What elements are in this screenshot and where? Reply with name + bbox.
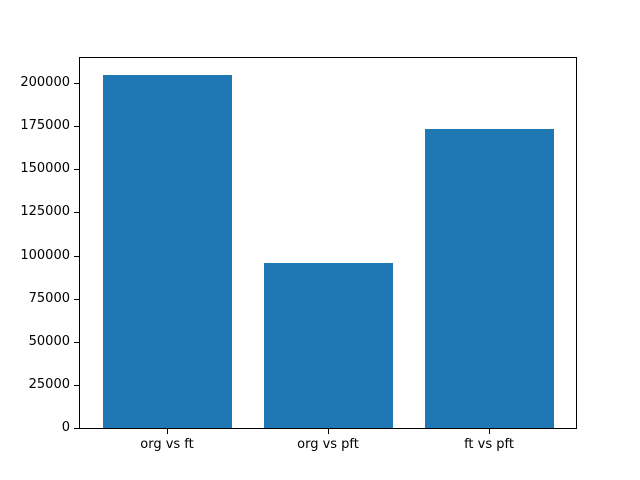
x-axis-tick-label: org vs ft — [140, 437, 194, 452]
y-axis-tick-label: 150000 — [20, 161, 70, 176]
y-axis-tick-mark — [74, 256, 79, 257]
y-axis-tick-label: 175000 — [20, 118, 70, 133]
y-axis-tick-label: 25000 — [28, 377, 70, 392]
y-axis-tick-label: 125000 — [20, 204, 70, 219]
y-axis-tick-mark — [74, 385, 79, 386]
y-axis-tick-label: 100000 — [20, 248, 70, 263]
y-axis-tick-label: 200000 — [20, 75, 70, 90]
x-axis-tick-label: ft vs pft — [464, 437, 514, 452]
x-axis-tick-mark — [167, 429, 168, 434]
y-axis-tick-mark — [74, 212, 79, 213]
bar-org-vs-ft — [103, 75, 232, 428]
y-axis-tick-label: 50000 — [28, 334, 70, 349]
y-axis-tick-mark — [74, 126, 79, 127]
x-axis-tick-label: org vs pft — [297, 437, 359, 452]
y-axis-tick-mark — [74, 299, 79, 300]
y-axis-tick-mark — [74, 169, 79, 170]
x-axis-tick-mark — [328, 429, 329, 434]
x-axis-tick-mark — [489, 429, 490, 434]
y-axis-tick-mark — [74, 342, 79, 343]
y-axis-tick-mark — [74, 83, 79, 84]
plot-area — [79, 57, 577, 429]
bar-org-vs-pft — [264, 263, 393, 428]
y-axis-tick-label: 0 — [61, 420, 70, 435]
y-axis-tick-label: 75000 — [28, 291, 70, 306]
bar-ft-vs-pft — [425, 129, 554, 428]
y-axis-tick-mark — [74, 428, 79, 429]
